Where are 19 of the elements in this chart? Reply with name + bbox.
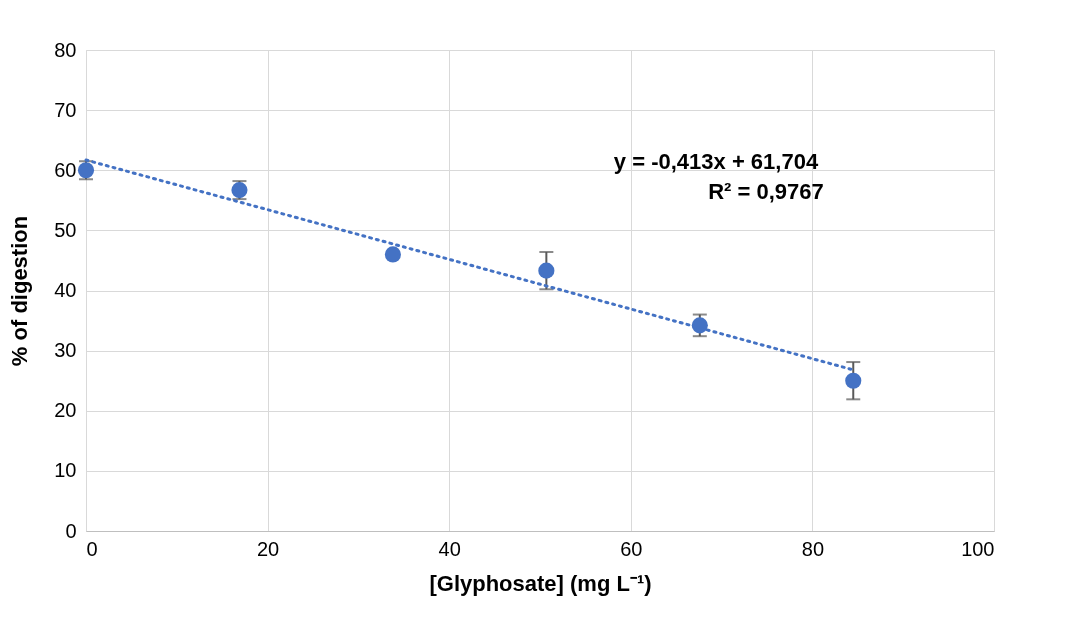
y-tick-label: 80: [54, 38, 77, 61]
y-tick-label: 30: [54, 339, 77, 362]
y-tick-label: 50: [54, 218, 77, 241]
y-tick-label: 20: [54, 399, 77, 422]
x-tick-label: 20: [256, 537, 280, 560]
x-tick-label: 100: [961, 537, 995, 560]
x-tick-label: 80: [801, 537, 825, 560]
y-axis-title: % of digestion: [7, 215, 33, 367]
x-tick-label: 60: [620, 537, 643, 560]
annotation: R² = 0,9767: [708, 179, 824, 204]
y-tick-label: 70: [54, 98, 77, 121]
y-tick-label: 60: [54, 158, 77, 181]
x-tick-label: 0: [86, 537, 98, 560]
annotation: y = -0,413x + 61,704: [613, 149, 819, 174]
x-tick-label: 40: [438, 537, 461, 560]
y-tick-label: 10: [54, 459, 77, 482]
x-axis-title: [Glyphosate] (mg L⁻¹): [429, 570, 652, 596]
y-tick-label: 40: [54, 279, 77, 301]
y-tick-label: 0: [65, 519, 77, 542]
